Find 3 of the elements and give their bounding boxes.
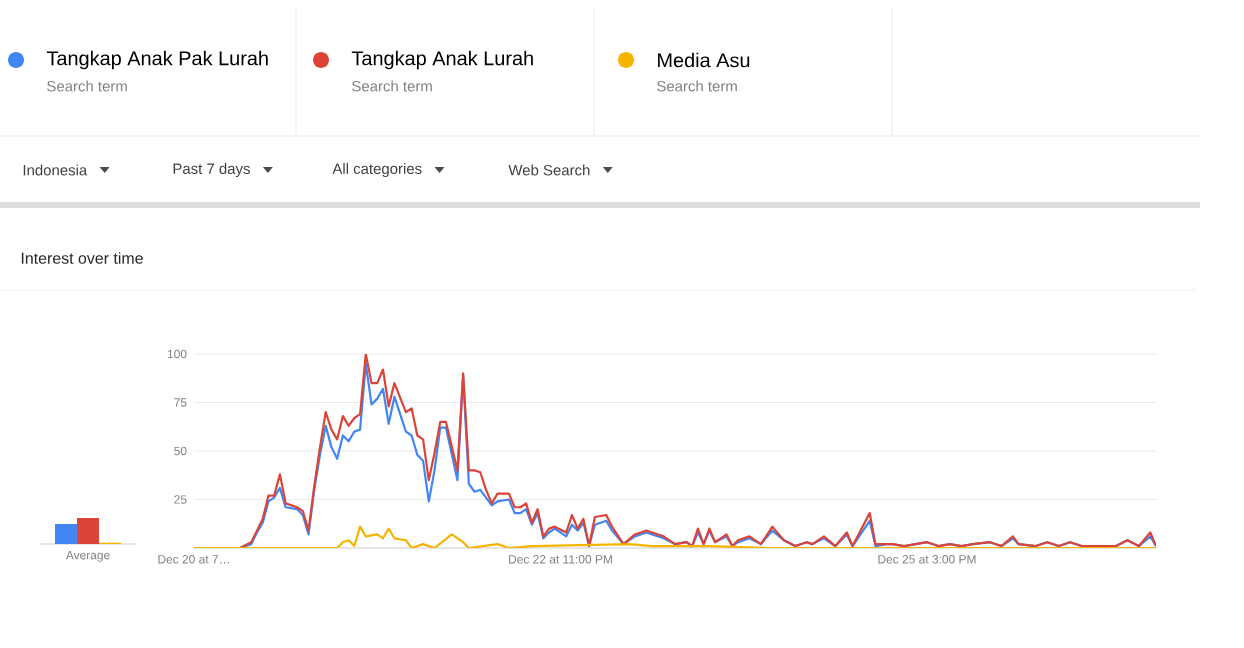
- legend-label: Tangkap Anak Lurah: [351, 50, 533, 70]
- legend-label: Tangkap Anak Pak Lurah: [46, 50, 268, 70]
- legend-label: Media Asu: [658, 52, 750, 68]
